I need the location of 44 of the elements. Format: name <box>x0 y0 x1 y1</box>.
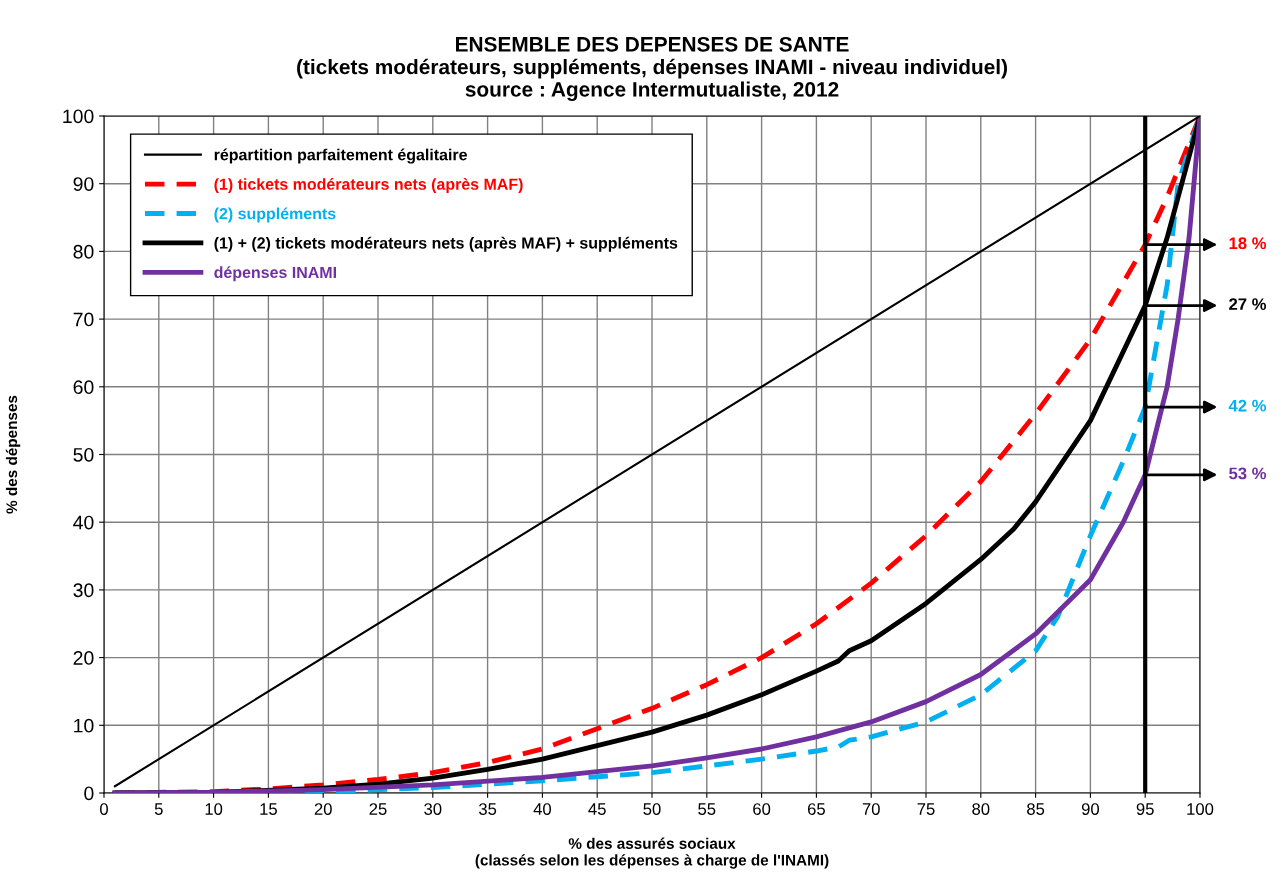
y-tick-label: 70 <box>73 312 94 327</box>
legend-label: (1) + (2) tickets modérateurs nets (après MAF) + suppléments <box>214 236 678 252</box>
x-tick-label: 20 <box>314 803 332 815</box>
x-tick-label: 85 <box>1027 803 1045 815</box>
x-tick-label: 65 <box>807 803 825 815</box>
x-tick-label: 60 <box>753 803 771 815</box>
x-tick-label: 80 <box>972 803 990 815</box>
x-tick-label: 30 <box>424 803 442 815</box>
y-tick-label: 100 <box>63 109 94 124</box>
text: 27 % <box>1229 298 1267 310</box>
x-tick-label: 75 <box>917 803 935 815</box>
x-tick-label: 55 <box>698 803 716 815</box>
x-tick-label: 5 <box>154 803 163 815</box>
x-tick-label: 95 <box>1136 803 1154 815</box>
x-tick-label: 10 <box>205 803 223 815</box>
y-tick-label: 50 <box>73 447 94 462</box>
legend-label: répartition parfaitement égalitaire <box>214 148 467 164</box>
x-tick-label: 100 <box>1187 803 1214 815</box>
y-axis-title: % des dépenses <box>5 395 21 514</box>
y-tick-label: 20 <box>73 651 94 665</box>
legend-label: (1) tickets modérateurs nets (après MAF) <box>214 177 523 194</box>
x-tick-label: 45 <box>588 803 606 815</box>
y-tick-label: 60 <box>73 380 94 395</box>
legend-label: dépenses INAMI <box>214 266 336 282</box>
x-tick-label: 70 <box>862 803 880 815</box>
x-tick-label: 50 <box>643 803 661 815</box>
x-tick-label: 15 <box>260 803 277 815</box>
text: 53 % <box>1229 467 1267 480</box>
y-tick-label: 0 <box>84 786 94 801</box>
x-tick-label: 35 <box>478 803 497 815</box>
y-tick-label: 40 <box>73 515 94 530</box>
x-tick-label: 25 <box>369 803 387 815</box>
legend-label: (2) suppléments <box>214 207 336 223</box>
chart-title: ENSEMBLE DES DEPENSES DE SANTE (tickets modérateurs, suppléments, dépenses INAMI - niveau individuel) source : Agence Intermutualiste, 2012 <box>297 36 1007 101</box>
y-tick-label: 10 <box>74 718 94 733</box>
x-tick-label: 90 <box>1081 803 1100 815</box>
x-tick-label: 40 <box>533 803 552 815</box>
text: 42 % <box>1228 399 1267 412</box>
x-tick-label: 0 <box>100 803 108 815</box>
y-tick-label: 80 <box>73 244 94 259</box>
y-tick-label: 30 <box>73 583 94 598</box>
text: 18 % <box>1229 237 1267 250</box>
y-tick-label: 90 <box>73 177 94 191</box>
x-axis-title: % des assurés sociaux (classés selon les dépenses à charge de l'INAMI) <box>475 837 829 869</box>
